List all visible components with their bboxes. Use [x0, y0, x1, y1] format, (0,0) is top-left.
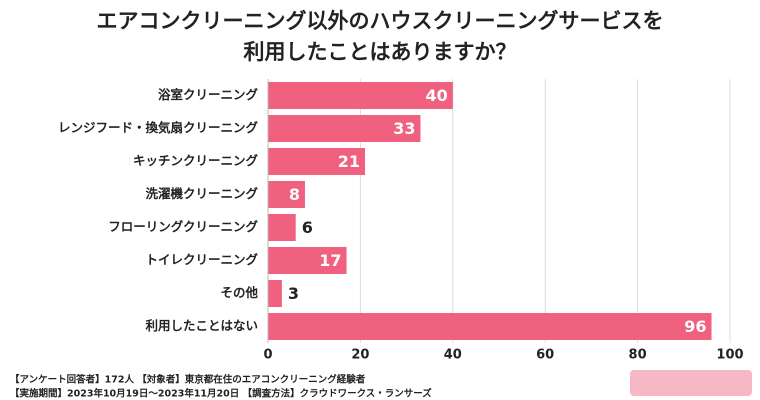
value-label: 6 — [302, 218, 313, 237]
bar — [268, 181, 305, 208]
y-tick-label: レンジフード・換気扇クリーニング — [58, 120, 259, 135]
y-tick-label: 利用したことはない — [145, 318, 258, 333]
logo — [630, 370, 752, 396]
value-label: 21 — [338, 152, 360, 171]
note: 【アンケート回答者】172人 【対象者】東京都在住のエアコンクリーニング経験者 — [10, 374, 366, 386]
value-label: 40 — [426, 86, 448, 105]
y-tick-label: トイレクリーニング — [145, 252, 258, 267]
x-tick-label: 0 — [263, 348, 272, 363]
y-tick-label: その他 — [220, 285, 258, 300]
chart-title: エアコンクリーニング以外のハウスクリーニングサービスを — [97, 9, 664, 33]
y-tick-label: キッチンクリーニング — [133, 153, 259, 168]
value-label: 3 — [288, 284, 299, 303]
bar — [268, 247, 347, 274]
x-tick-label: 80 — [629, 348, 647, 363]
value-label: 33 — [393, 119, 415, 138]
x-tick-label: 40 — [444, 348, 462, 363]
bar — [268, 82, 453, 109]
x-tick-label: 100 — [716, 348, 743, 363]
bar — [268, 280, 282, 307]
y-tick-label: 洗濯機クリーニング — [145, 186, 258, 201]
y-tick-label: フローリングクリーニング — [108, 219, 258, 234]
bar — [268, 148, 366, 175]
bar — [268, 313, 712, 340]
chart-title: 利用したことはありますか？ — [244, 40, 517, 64]
y-tick-label: 浴室クリーニング — [158, 87, 259, 102]
value-label: 17 — [319, 251, 341, 270]
value-label: 8 — [289, 185, 300, 204]
bar — [268, 214, 296, 241]
note: 【実施期間】2023年10月19日～2023年11月20日 【調査方法】クラウド… — [10, 388, 432, 400]
x-tick-label: 20 — [351, 348, 369, 363]
bar — [268, 115, 421, 142]
value-label: 96 — [684, 317, 706, 336]
x-tick-label: 60 — [536, 348, 554, 363]
